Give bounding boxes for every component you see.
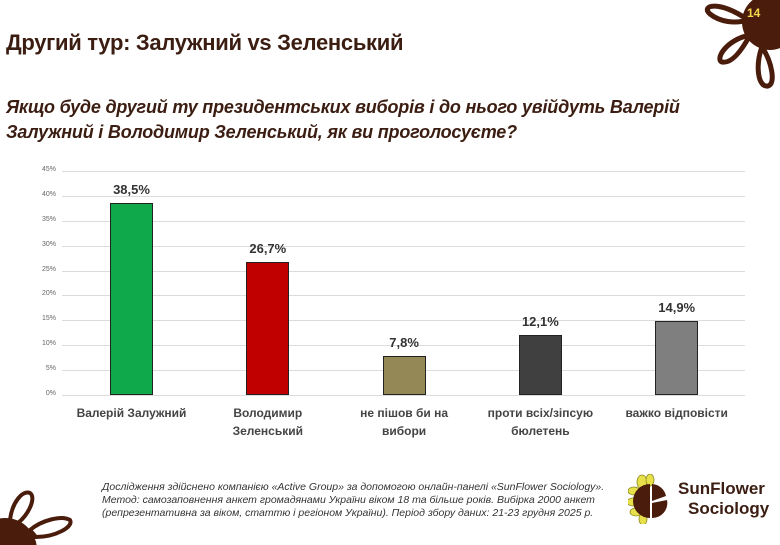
bar-value-label: 38,5%	[113, 182, 150, 198]
gridline	[62, 220, 745, 222]
logo-line1: SunFlower	[678, 479, 765, 498]
sunflower-logo-icon	[626, 473, 668, 526]
x-axis-category-label: Володимир Зеленський	[232, 406, 303, 438]
y-axis-tick-label: 5%	[45, 365, 56, 373]
bar-value-label: 12,1%	[521, 313, 559, 329]
y-axis-tick-label: 30%	[41, 240, 56, 248]
bar	[655, 320, 699, 395]
y-axis-tick-label: 10%	[41, 340, 56, 348]
x-axis-category-label: не пішов би на вибори	[360, 406, 449, 438]
x-axis-category-label: важко відповісти	[625, 406, 728, 420]
sunflower-sociology-logo: SunFlower Sociology	[626, 473, 778, 526]
gridline	[62, 395, 745, 396]
y-axis-tick-label: 20%	[41, 290, 56, 298]
y-axis-tick-label: 40%	[41, 190, 56, 198]
gridline	[62, 171, 745, 172]
survey-question: Якщо буде другий ту президентських вибор…	[6, 97, 680, 142]
gridline	[62, 245, 745, 247]
bar-value-label: 26,7%	[249, 241, 287, 257]
y-axis-tick-label: 0%	[45, 390, 56, 397]
bar-chart: 0% 5% 10% 15% 20% 25% 30% 35% 40% 45% 38,5% Валерій…	[41, 166, 745, 438]
gridline	[62, 295, 745, 297]
y-axis-tick-label: 15%	[41, 315, 56, 323]
bar	[110, 203, 153, 395]
gridline	[62, 270, 745, 272]
bar-value-label: 7,8%	[389, 335, 419, 351]
sunflower-decoration-icon	[705, 0, 780, 89]
bar	[518, 334, 562, 395]
gridline	[62, 320, 745, 322]
sunflower-decoration-icon	[0, 490, 73, 545]
bar	[382, 356, 426, 395]
bar	[246, 262, 290, 395]
x-axis-category-label: Валерій Залужний	[76, 406, 187, 420]
methodology-footnote: Дослідження здійснено компанією «Active …	[102, 481, 605, 519]
bar-value-label: 14,9%	[658, 299, 696, 315]
y-axis-tick-label: 25%	[41, 265, 56, 273]
slide-title: Другий тур: Залужний vs Зеленський	[6, 30, 404, 55]
page-number: 14	[747, 6, 761, 20]
gridline	[62, 195, 745, 197]
y-axis-tick-label: 35%	[41, 215, 56, 223]
y-axis-tick-label: 45%	[41, 166, 56, 173]
gridline	[62, 345, 745, 347]
x-axis-category-label: проти всіх/зіпсую бюлетень	[487, 406, 594, 438]
logo-line2: Sociology	[688, 499, 770, 518]
